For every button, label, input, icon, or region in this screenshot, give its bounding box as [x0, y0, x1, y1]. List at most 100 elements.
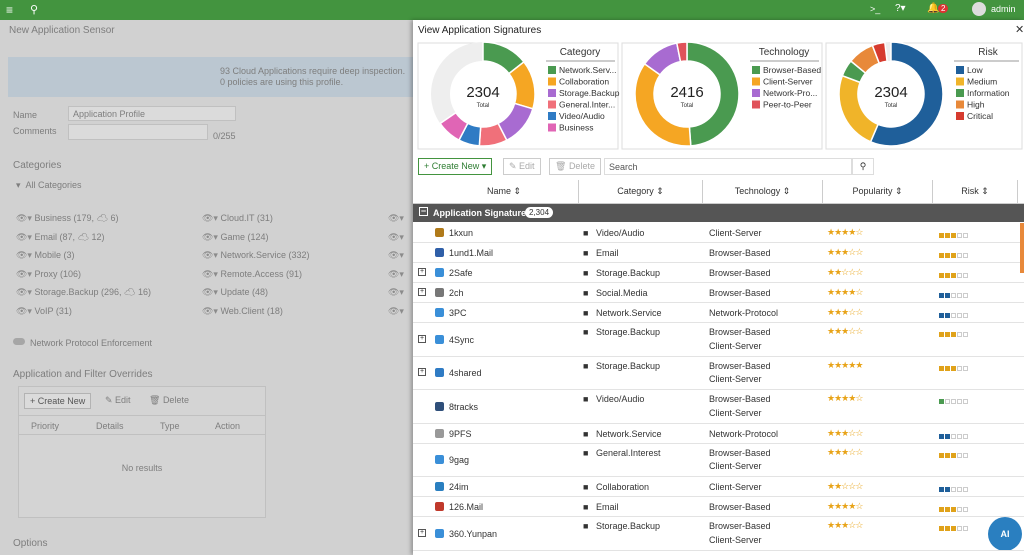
category-count: (18) [266, 305, 283, 316]
collapse-icon[interactable]: − [419, 206, 428, 216]
table-row[interactable]: 24im ■ Collaboration Client-Server ★★☆☆☆ [413, 477, 1024, 497]
search-input[interactable]: Search [604, 158, 852, 175]
view-toggle[interactable]: 👁▾ [202, 231, 221, 242]
column-header[interactable]: Category ⇕ [579, 180, 703, 203]
table-row[interactable]: 9gag ■ General.Interest Browser-Based Client… [413, 444, 1024, 477]
expand-icon[interactable]: + [418, 288, 426, 296]
view-toggle[interactable]: 👁▾ [16, 250, 35, 260]
table-row[interactable]: 1kxun ■ Video/Audio Client-Server ★★★★☆ [413, 223, 1024, 243]
risk-bar [939, 329, 969, 339]
view-toggle[interactable]: 👁▾ [388, 268, 404, 279]
search-icon[interactable]: ⚲ [30, 4, 39, 16]
table-row[interactable]: 1und1.Mail ■ Email Browser-Based ★★★☆☆ [413, 243, 1024, 263]
label: Technology [734, 186, 781, 196]
category: Social.Media [596, 288, 648, 298]
legend-label: High [967, 100, 985, 110]
button[interactable]: 🗑 Delete [149, 395, 189, 405]
category-item: 👁▾ Network.Service (332) 👁▾ [202, 250, 404, 261]
label: All Categories [25, 180, 82, 190]
view-toggle[interactable]: 👁▾ [16, 268, 35, 279]
table-row[interactable]: 8tracks ■ Video/Audio Browser-Based Client-S… [413, 390, 1024, 424]
popularity-stars: ★★★☆☆ [827, 427, 863, 438]
user-name[interactable]: admin [991, 4, 1016, 14]
category-item: 👁▾ Update (48) 👁▾ [202, 287, 404, 298]
search-button[interactable]: ⚲ [852, 158, 874, 175]
legend-swatch [956, 112, 964, 120]
comments-input[interactable] [68, 124, 208, 140]
panel-title: View Application Signatures [418, 25, 542, 36]
edit-button[interactable]: ✎ Edit [503, 158, 541, 175]
view-toggle[interactable]: 👁▾ [16, 231, 35, 242]
bell-icon[interactable]: 🔔 [927, 3, 940, 14]
label: Name [486, 186, 511, 196]
technology: Network-Protocol [709, 308, 779, 318]
popularity-stars: ★★★☆☆ [827, 520, 863, 530]
table-row[interactable]: 3PC ■ Network.Service Network-Protocol ★★★☆☆ [413, 303, 1024, 323]
help-icon[interactable]: ?▾ [895, 3, 906, 14]
app-icon [435, 368, 444, 378]
menu-icon[interactable]: ≡ [6, 3, 14, 17]
view-toggle[interactable]: 👁▾ [388, 213, 404, 223]
category: Network.Service [596, 428, 662, 439]
expand-icon[interactable]: + [418, 334, 426, 343]
button[interactable]: ✎ Edit [105, 395, 131, 405]
name-input[interactable]: Application Profile [68, 106, 236, 121]
popularity-stars: ★★★☆☆ [827, 446, 863, 457]
category-item: 👁▾ Business (179, ☁ 6) [16, 213, 119, 223]
label: Risk [961, 186, 979, 196]
close-button[interactable]: ✕ [1015, 24, 1024, 36]
view-toggle[interactable]: 👁▾ [16, 287, 35, 297]
technology: Client-Server [709, 482, 762, 492]
cli-icon[interactable]: >_ [870, 4, 881, 14]
panel-title: New Application Sensor [9, 25, 115, 36]
column-header[interactable]: Popularity ⇕ [823, 180, 933, 203]
group-row[interactable]: − Application Signature 2,304 [413, 204, 1024, 222]
table-row[interactable]: +2ch ■ Social.Media Browser-Based ★★★★☆ [413, 283, 1024, 303]
view-toggle[interactable]: 👁▾ [388, 231, 404, 242]
column-header[interactable]: Technology ⇕ [703, 180, 823, 203]
column-header[interactable]: Name ⇕ [430, 180, 579, 203]
column-header: Priority [31, 421, 60, 431]
technology: Browser-Based [709, 502, 771, 512]
table-row[interactable]: +4Sync ■ Storage.Backup Browser-Based Client… [413, 323, 1024, 357]
section-title: Categories [13, 160, 62, 171]
risk-bar [939, 250, 969, 260]
view-toggle[interactable]: 👁▾ [202, 213, 221, 223]
view-toggle[interactable]: 👁▾ [16, 213, 35, 223]
column-header[interactable]: Risk ⇕ [933, 180, 1018, 203]
create-button[interactable]: + Create New ▾ [418, 158, 493, 175]
legend-swatch [956, 66, 964, 74]
delete-button[interactable]: 🗑 Delete [549, 158, 601, 175]
view-toggle[interactable]: 👁▾ [202, 305, 221, 316]
category-item: 👁▾ VoIP (31) [16, 306, 72, 317]
view-toggle[interactable]: 👁▾ [388, 250, 404, 260]
view-toggle[interactable]: 👁▾ [202, 287, 221, 297]
table-row[interactable]: 126.Mail ■ Email Browser-Based ★★★★☆ [413, 497, 1024, 517]
view-toggle[interactable]: 👁▾ [16, 305, 35, 316]
all-categories[interactable]: ▾ All Categories [16, 180, 82, 190]
view-toggle[interactable]: 👁▾ [202, 268, 221, 279]
app-name: 24im [449, 482, 469, 492]
category-name: Network.Service [220, 250, 286, 260]
expand-icon[interactable]: + [418, 268, 426, 276]
app-name: 4Sync [449, 334, 475, 345]
folder-icon: ■ [583, 248, 589, 258]
assistant-button[interactable]: AI [988, 517, 1022, 551]
popularity-stars: ★★★☆☆ [827, 326, 863, 336]
toggle[interactable] [13, 338, 25, 345]
button[interactable]: + Create New [24, 393, 92, 409]
category: Storage.Backup [596, 268, 661, 278]
view-toggle[interactable]: 👁▾ [202, 250, 221, 260]
view-toggle[interactable]: 👁▾ [388, 305, 404, 316]
app-name: 3PC [449, 308, 467, 318]
table-row[interactable]: +2Safe ■ Storage.Backup Browser-Based ★★☆☆☆ [413, 263, 1024, 283]
view-toggle[interactable]: 👁▾ [388, 287, 404, 297]
expand-icon[interactable]: + [418, 368, 426, 377]
technology: Client-Server [709, 461, 762, 471]
expand-icon[interactable]: + [418, 528, 426, 537]
table-row[interactable]: +4shared ■ Storage.Backup Browser-Based Clie… [413, 357, 1024, 390]
table-row[interactable]: 9PFS ■ Network.Service Network-Protocol ★★★☆… [413, 424, 1024, 444]
table-row[interactable]: +360.Yunpan ■ Storage.Backup Browser-Based C… [413, 517, 1024, 551]
category: Email [596, 248, 619, 258]
